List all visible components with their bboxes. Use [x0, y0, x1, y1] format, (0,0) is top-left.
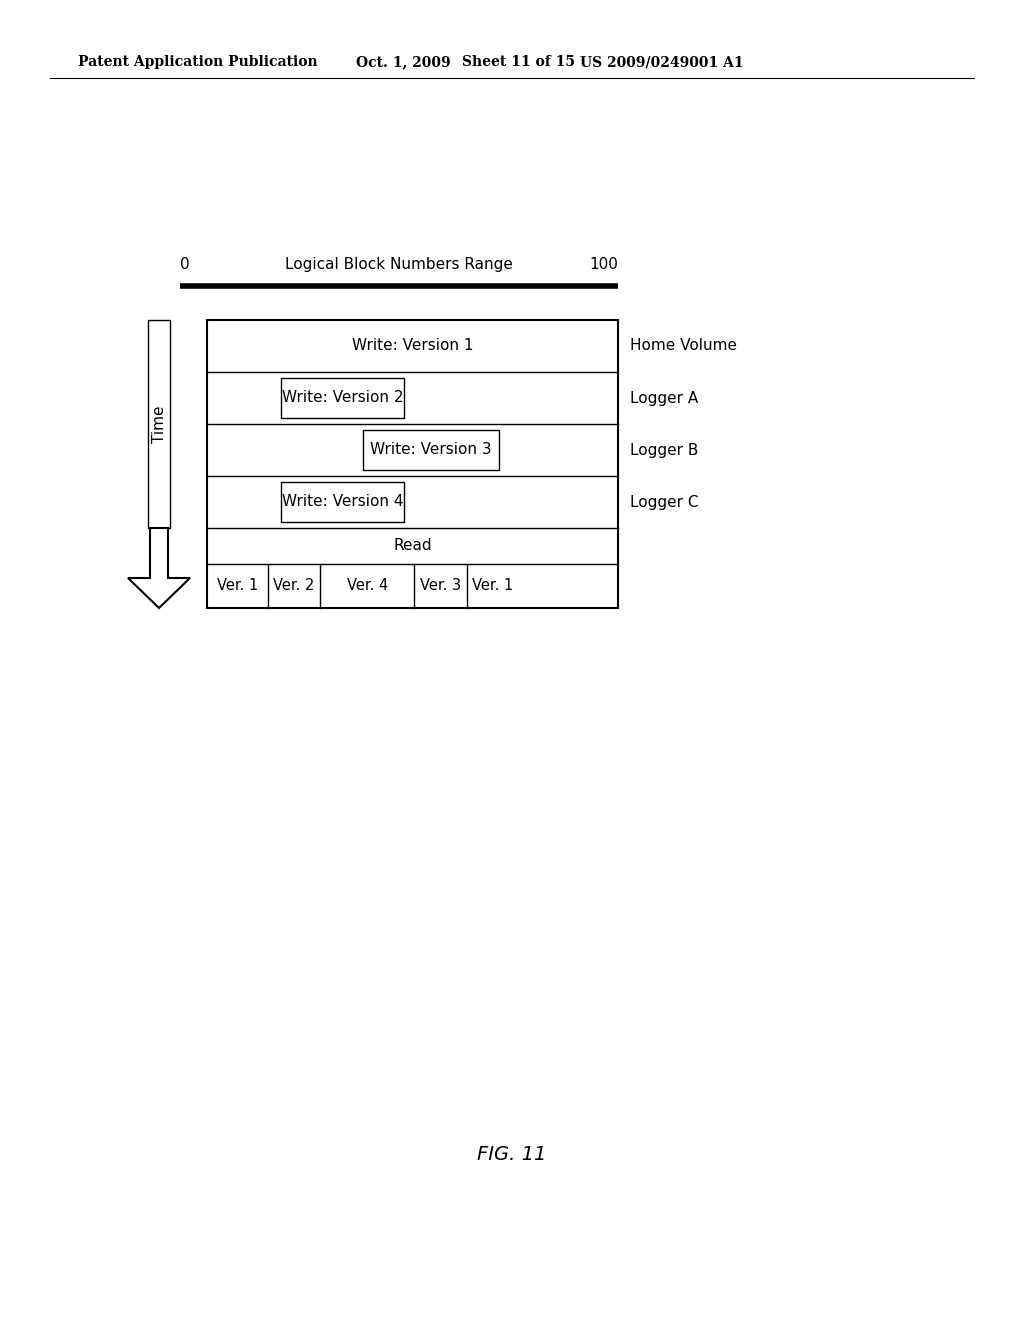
Text: FIG. 11: FIG. 11 [477, 1146, 547, 1164]
Text: Ver. 3: Ver. 3 [420, 578, 461, 594]
Bar [364, 430, 499, 470]
Text: Sheet 11 of 15: Sheet 11 of 15 [462, 55, 575, 69]
Text: Write: Version 3: Write: Version 3 [371, 442, 492, 458]
Text: Logger C: Logger C [630, 495, 698, 510]
Text: Ver. 1: Ver. 1 [472, 578, 514, 594]
Text: Ver. 4: Ver. 4 [347, 578, 388, 594]
Bar [281, 482, 404, 521]
Text: 0: 0 [180, 257, 189, 272]
Text: Logger A: Logger A [630, 391, 698, 405]
Polygon shape [128, 528, 190, 609]
Bar [148, 319, 170, 528]
Text: Oct. 1, 2009: Oct. 1, 2009 [356, 55, 451, 69]
Text: Ver. 2: Ver. 2 [273, 578, 314, 594]
Text: Ver. 1: Ver. 1 [217, 578, 258, 594]
Bar [207, 319, 618, 609]
Text: Patent Application Publication: Patent Application Publication [78, 55, 317, 69]
Text: Time: Time [152, 405, 167, 442]
Text: US 2009/0249001 A1: US 2009/0249001 A1 [580, 55, 743, 69]
Text: Write: Version 4: Write: Version 4 [282, 495, 403, 510]
Text: Home Volume: Home Volume [630, 338, 737, 354]
Text: Logger B: Logger B [630, 442, 698, 458]
Text: Read: Read [393, 539, 432, 553]
Text: Write: Version 2: Write: Version 2 [282, 391, 403, 405]
Text: 100: 100 [589, 257, 618, 272]
Text: Logical Block Numbers Range: Logical Block Numbers Range [285, 257, 513, 272]
Bar [281, 378, 404, 418]
Text: Write: Version 1: Write: Version 1 [352, 338, 473, 354]
